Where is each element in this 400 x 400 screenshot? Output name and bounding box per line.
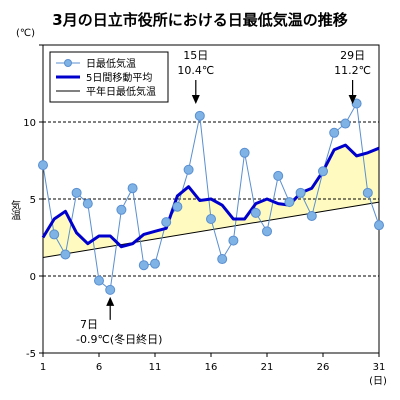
annotation-day: 15日 [183, 49, 208, 62]
daily-min-temp-point [71, 187, 82, 198]
daily-min-temp-point [228, 235, 239, 246]
daily-min-temp-point [284, 197, 295, 208]
y-tick-label: 0 [30, 272, 36, 283]
annotation-arrow-head [191, 95, 200, 104]
y-tick-label: -5 [26, 349, 36, 360]
daily-min-temp-point [217, 254, 228, 265]
daily-min-temp-point [194, 110, 205, 121]
annotation-value: -0.9℃(冬日終日) [76, 332, 162, 346]
legend-marker-daily-min-temp [64, 59, 72, 67]
annotation-arrow-head [106, 296, 115, 306]
daily-min-temp-point [250, 207, 261, 218]
daily-min-temp-point [150, 258, 160, 269]
annotation-day: 29日 [340, 49, 365, 62]
daily-min-temp-point [82, 198, 93, 209]
legend-label: 平年日最低気温 [86, 85, 156, 98]
x-tick-label: 26 [317, 362, 330, 373]
daily-min-temp-point [306, 210, 317, 221]
x-tick-label: 11 [149, 362, 162, 373]
annotation-value: 10.4℃ [177, 64, 214, 77]
daily-min-temp-point [340, 118, 351, 129]
daily-min-temp-point [329, 127, 340, 138]
daily-min-temp-point [273, 170, 284, 181]
daily-min-temp-point [161, 217, 172, 228]
annotation-arrow-head [348, 95, 357, 104]
annotations: 15日 10.4℃ 29日 11.2℃ 7日-0.9℃(冬日終日) [76, 49, 371, 346]
y-tick-label: 5 [30, 195, 36, 206]
daily-min-temp-point [318, 166, 328, 177]
x-tick-label: 1 [40, 362, 46, 373]
x-tick-label: 21 [261, 362, 274, 373]
daily-min-temp-point [295, 187, 306, 198]
legend-label: 5日間移動平均 [86, 71, 152, 84]
daily-min-temp-point [60, 249, 71, 260]
x-unit-label: (日) [369, 376, 387, 387]
annotation-day: 7日 [80, 318, 98, 331]
daily-min-temp-point [183, 164, 194, 175]
chart-title: 3月の日立市役所における日最低気温の推移 [52, 11, 347, 29]
daily-min-temp-point [262, 226, 272, 237]
daily-min-temp-point [38, 160, 48, 171]
y-unit-label: (℃) [16, 28, 35, 39]
y-axis-label: 気温 [9, 199, 21, 220]
daily-min-temp-point [172, 201, 183, 212]
daily-min-temp-point [374, 220, 384, 231]
daily-min-temp-point [105, 284, 116, 295]
daily-min-temp-point [206, 214, 216, 225]
daily-min-temp-point [138, 260, 149, 271]
daily-min-temp-point [116, 204, 127, 215]
x-tick-label: 31 [373, 362, 386, 373]
legend-label: 日最低気温 [86, 57, 136, 70]
daily-min-temp-point [94, 275, 104, 286]
x-tick-label: 6 [96, 362, 102, 373]
daily-min-temp-point [351, 98, 362, 109]
daily-min-temp-point [49, 229, 60, 240]
x-tick-label: 16 [205, 362, 218, 373]
y-tick-label: 10 [23, 118, 36, 129]
daily-min-temp-point [362, 187, 373, 198]
warm-fill-area [43, 145, 379, 258]
normal-min-temp-line [42, 201, 380, 259]
daily-min-temp-point [127, 183, 138, 194]
annotation-value: 11.2℃ [334, 64, 371, 77]
daily-min-temp-point [239, 147, 250, 158]
